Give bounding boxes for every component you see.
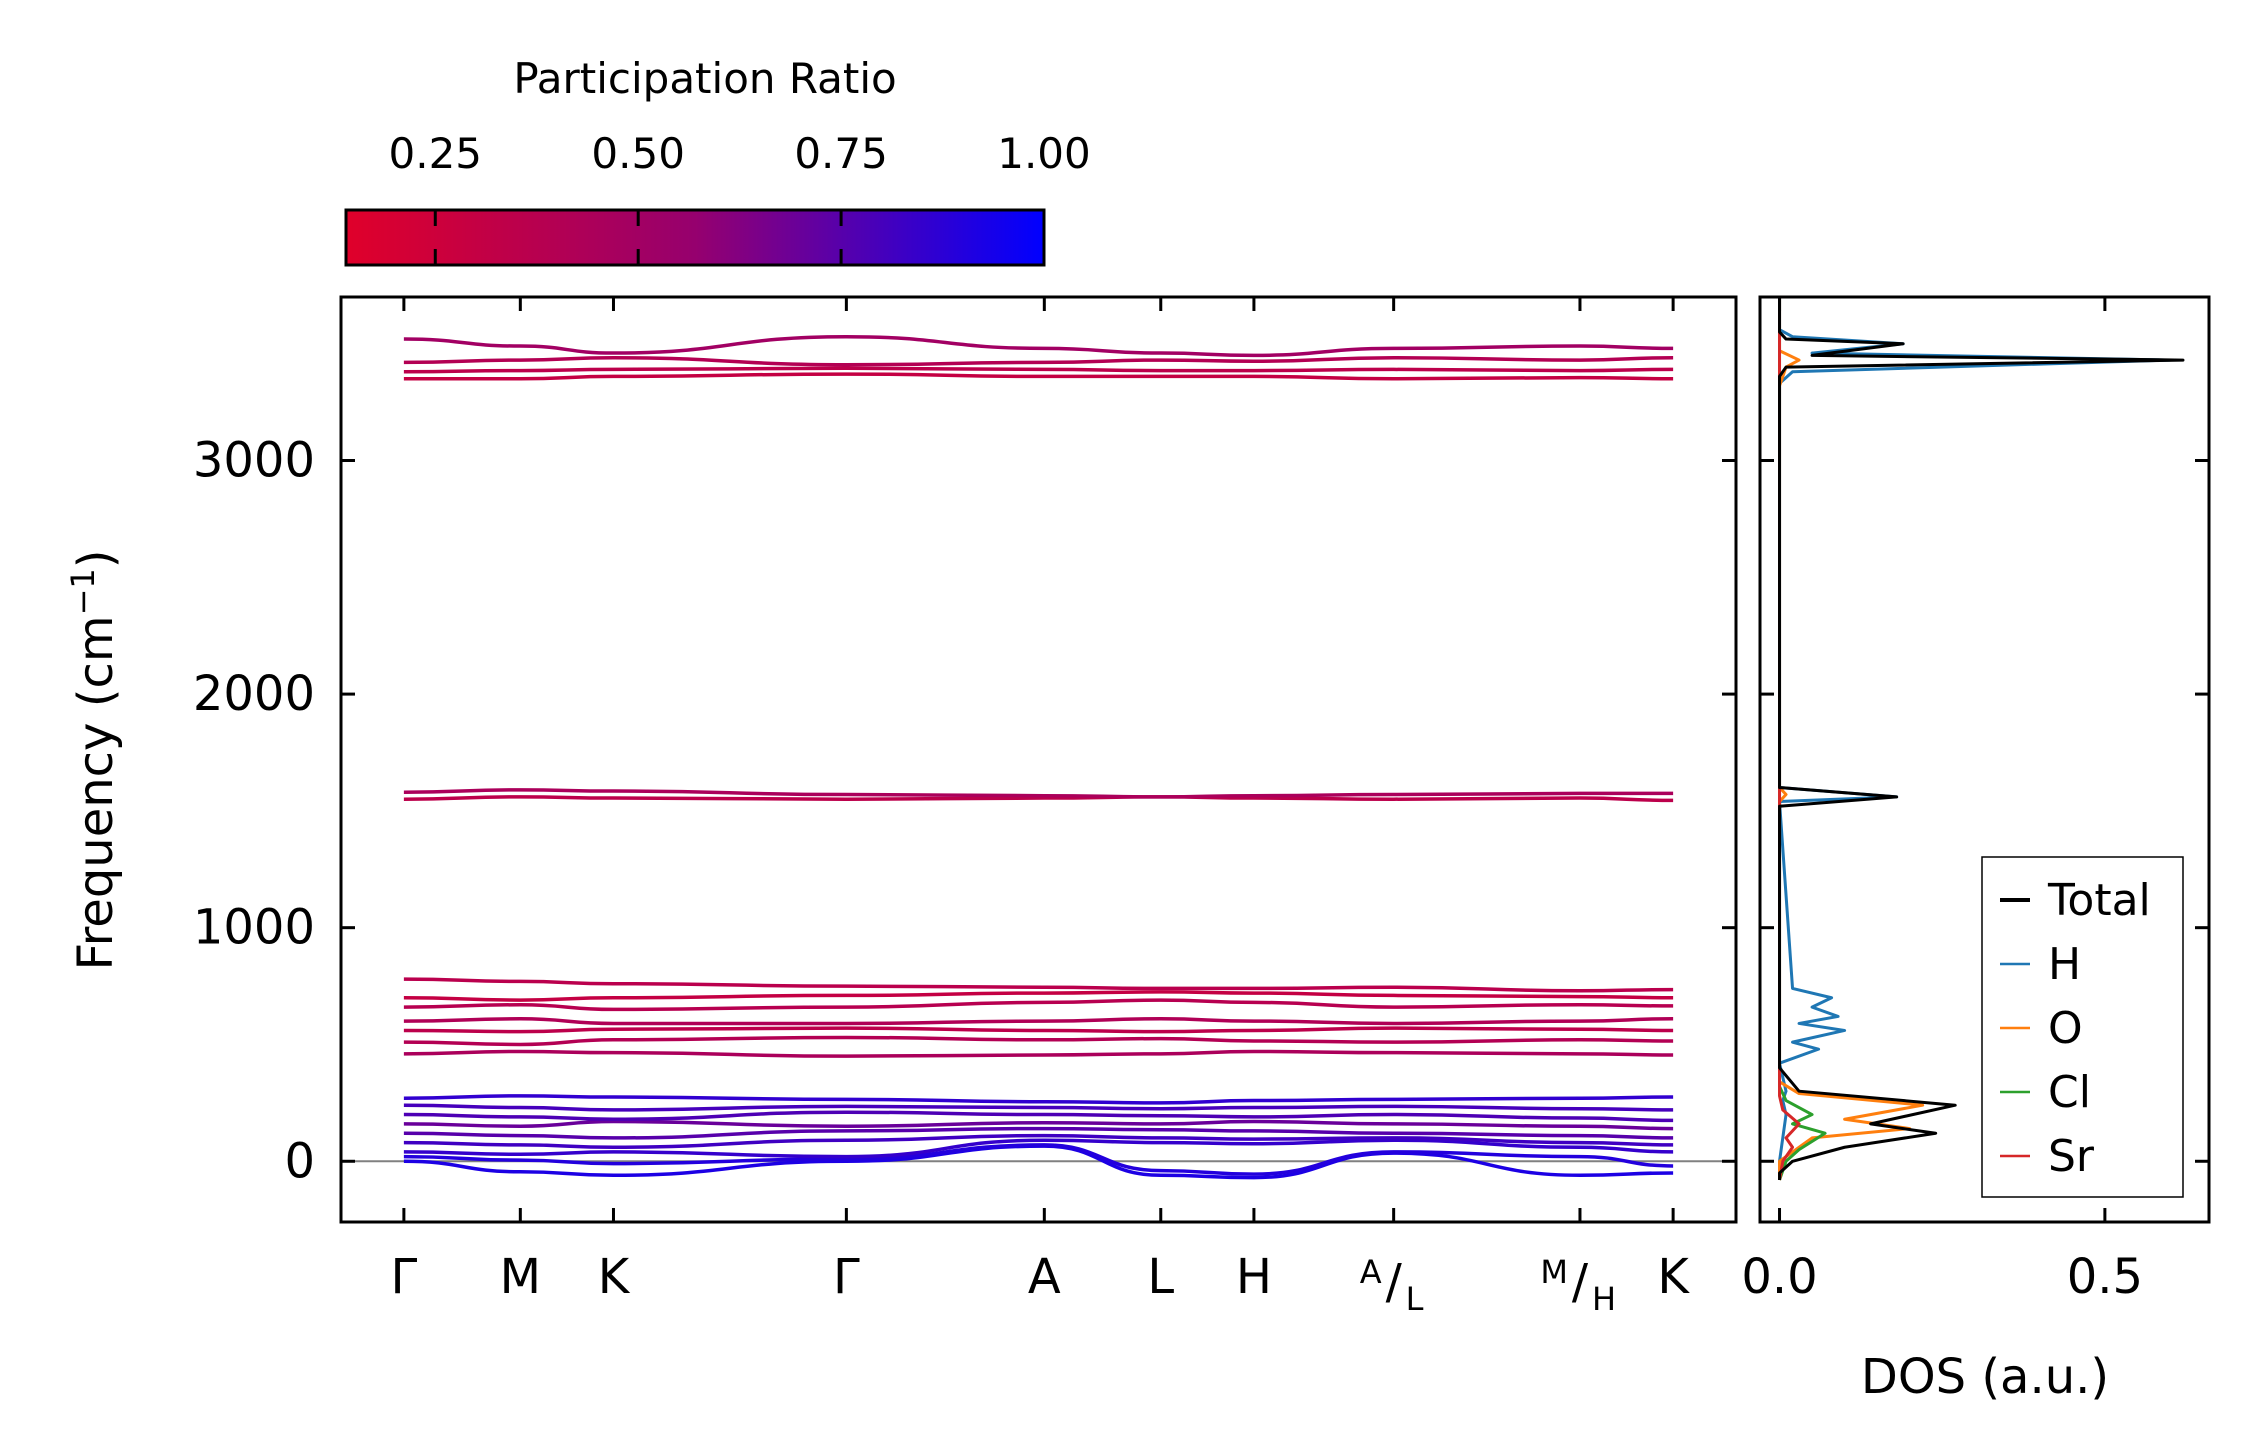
phonon-band-lib-2 [404, 1037, 1673, 1044]
phonon-band-stretch-1 [404, 374, 1673, 379]
kpoint-label: H [1236, 1249, 1272, 1305]
kpoint-label-sub: H [1592, 1280, 1616, 1318]
colorbar-tick-label: 1.00 [997, 129, 1091, 178]
phonon-bands [404, 337, 1673, 1178]
phonon-band-stretch-2 [404, 368, 1673, 372]
phonon-band-low-5 [404, 1105, 1673, 1110]
dos-curve-o [1780, 297, 1923, 1180]
legend-label: H [2048, 939, 2081, 990]
colorbar-title: Participation Ratio [513, 54, 896, 103]
legend: Total HO Cl Sr [1982, 857, 2183, 1197]
kpoint-label: K [1657, 1249, 1690, 1305]
kpoint-label-split: A / L [1360, 1253, 1424, 1318]
kpoint-label: K [598, 1249, 631, 1305]
legend-label: Sr [2048, 1131, 2095, 1182]
phonon-band-stretch-3 [404, 358, 1673, 365]
y-axis-label: Frequency (cm−1) [64, 549, 124, 970]
phonon-band-low-6 [404, 1096, 1673, 1103]
phonon-band-lib-5 [404, 1000, 1673, 1009]
phonon-band-lib-7 [404, 979, 1673, 991]
kpoint-label-sup: M [1540, 1253, 1568, 1291]
phonon-band-lib-1 [404, 1051, 1673, 1056]
legend-label: O [2048, 1003, 2083, 1054]
colorbar-tick-label: 0.75 [794, 129, 888, 178]
phonon-band-lib-3 [404, 1028, 1673, 1032]
phonon-band-lib-6 [404, 992, 1673, 1000]
kpoint-label: Γ [833, 1249, 860, 1305]
phonon-band-stretch-4 [404, 337, 1673, 356]
dos-x-tick-label: 0.5 [2067, 1249, 2143, 1305]
kpoint-label-slash: / [1386, 1254, 1403, 1310]
dos-panel: 0.0 0.5 DOS (a.u.) Total HO Cl Sr [1741, 297, 2209, 1405]
kpoint-label: M [500, 1249, 541, 1305]
phonon-band-lib-4 [404, 1019, 1673, 1024]
y-tick-label: 3000 [193, 433, 315, 489]
y-tick-label: 2000 [193, 666, 315, 722]
dos-x-axis-label: DOS (a.u.) [1861, 1349, 2109, 1405]
band-axes-frame [341, 297, 1736, 1222]
figure: Participation Ratio 0.25 0.50 0.75 1.00 0 10… [0, 0, 2259, 1455]
legend-label: Total [2047, 875, 2151, 926]
dos-x-tick-label: 0.0 [1741, 1249, 1817, 1305]
kpoint-label-sub: L [1406, 1280, 1424, 1318]
phonon-band-low-4 [404, 1112, 1673, 1120]
legend-label: Cl [2048, 1067, 2091, 1118]
kpoint-label-split: M / H [1540, 1253, 1616, 1318]
kpoint-label-sup: A [1360, 1253, 1382, 1291]
kpoint-label: A [1028, 1249, 1061, 1305]
kpoint-label: L [1147, 1249, 1174, 1305]
phonon-band-bend-2 [404, 790, 1673, 797]
kpoint-label-slash: / [1572, 1254, 1589, 1310]
kpoint-label: Γ [391, 1249, 418, 1305]
phonon-band-acoustic-2 [404, 1145, 1673, 1174]
colorbar-gradient [346, 210, 1044, 265]
colorbar-tick-label: 0.50 [591, 129, 685, 178]
y-tick-label: 1000 [193, 900, 315, 956]
y-tick-label: 0 [284, 1133, 315, 1189]
colorbar-tick-label: 0.25 [389, 129, 483, 178]
dos-curve-sr [1780, 297, 1800, 1180]
colorbar: Participation Ratio 0.25 0.50 0.75 1.00 [346, 54, 1091, 265]
